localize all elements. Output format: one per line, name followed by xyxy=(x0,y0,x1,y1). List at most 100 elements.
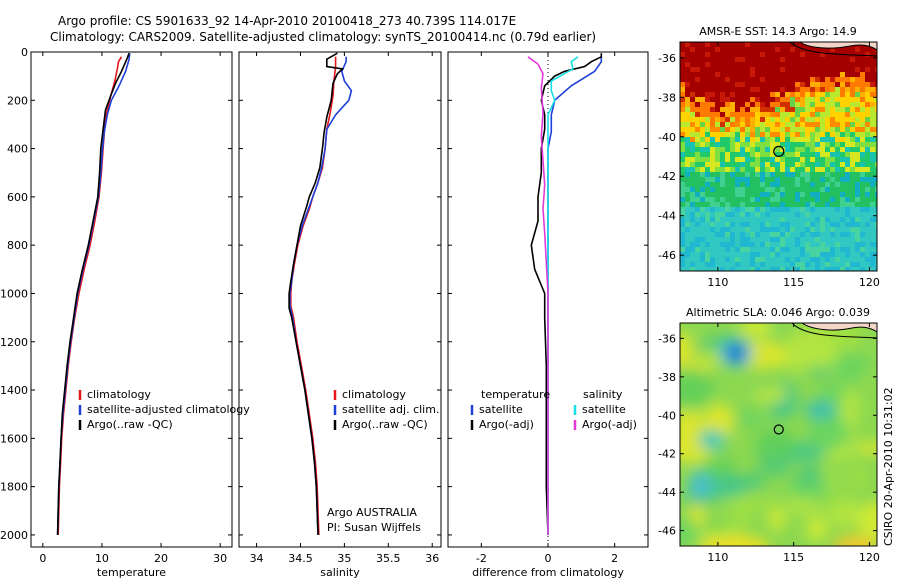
sst-cell xyxy=(705,202,711,208)
sst-cell xyxy=(745,47,751,53)
sst-cell xyxy=(775,252,781,258)
sst-cell xyxy=(780,157,786,163)
sst-cell xyxy=(845,252,851,258)
sst-cell xyxy=(800,67,806,73)
sst-cell xyxy=(810,247,816,253)
sst-cell xyxy=(815,257,821,263)
sst-cell xyxy=(705,267,711,271)
sst-cell xyxy=(730,187,736,193)
sst-cell xyxy=(690,72,696,78)
sst-cell xyxy=(810,162,816,168)
sst-cell xyxy=(760,267,766,271)
sst-cell xyxy=(855,72,861,78)
sst-cell xyxy=(745,127,751,133)
sst-cell xyxy=(840,227,846,233)
sst-cell xyxy=(810,77,816,83)
sst-cell xyxy=(730,112,736,118)
sst-cell xyxy=(830,252,836,258)
sst-cell xyxy=(830,72,836,78)
sst-cell xyxy=(810,132,816,138)
sst-cell xyxy=(845,202,851,208)
sst-cell xyxy=(690,117,696,123)
sst-cell xyxy=(680,162,686,168)
sst-cell xyxy=(720,167,726,173)
sst-cell xyxy=(705,102,711,108)
sst-cell xyxy=(740,42,746,48)
sst-cell xyxy=(710,127,716,133)
sst-cell xyxy=(735,197,741,203)
sst-cell xyxy=(765,132,771,138)
sst-cell xyxy=(815,217,821,223)
sst-cell xyxy=(845,102,851,108)
sst-cell xyxy=(855,262,861,268)
sst-cell xyxy=(825,62,831,68)
sst-cell xyxy=(735,227,741,233)
sst-cell xyxy=(680,42,686,48)
sla-eddy-core xyxy=(729,347,743,359)
sst-cell xyxy=(820,207,826,213)
sst-cell xyxy=(745,72,751,78)
sst-cell xyxy=(725,262,731,268)
x-tick-label: 30 xyxy=(213,552,227,565)
sst-cell xyxy=(870,267,876,271)
sst-cell xyxy=(695,167,701,173)
sst-cell xyxy=(700,242,706,248)
sst-cell xyxy=(745,102,751,108)
sst-cell xyxy=(810,112,816,118)
sst-cell xyxy=(705,122,711,128)
sst-cell xyxy=(840,217,846,223)
sst-cell xyxy=(820,232,826,238)
sst-cell xyxy=(865,162,871,168)
sst-cell xyxy=(870,237,876,243)
sst-cell xyxy=(705,172,711,178)
y-tick-label: 600 xyxy=(7,191,28,204)
sst-cell xyxy=(835,172,841,178)
sst-cell xyxy=(855,117,861,123)
sst-cell xyxy=(720,62,726,68)
sst-cell xyxy=(825,267,831,271)
sst-cell xyxy=(770,77,776,83)
sst-cell xyxy=(725,102,731,108)
sst-cell xyxy=(710,62,716,68)
sst-cell xyxy=(835,222,841,228)
sst-cell xyxy=(770,82,776,88)
sst-cell xyxy=(750,157,756,163)
sst-cell xyxy=(845,47,851,53)
sst-cell xyxy=(815,77,821,83)
sst-cell xyxy=(790,122,796,128)
sst-cell xyxy=(795,177,801,183)
sst-cell xyxy=(820,117,826,123)
sst-cell xyxy=(700,42,706,48)
sst-cell xyxy=(855,162,861,168)
sst-cell xyxy=(790,117,796,123)
sst-cell xyxy=(740,112,746,118)
sst-cell xyxy=(865,192,871,198)
sst-cell xyxy=(810,57,816,63)
sst-cell xyxy=(715,82,721,88)
sst-cell xyxy=(870,82,876,88)
sst-cell xyxy=(710,237,716,243)
sst-cell xyxy=(685,52,691,58)
sst-cell xyxy=(795,147,801,153)
sst-cell xyxy=(855,197,861,203)
sst-cell xyxy=(750,77,756,83)
sst-cell xyxy=(850,77,856,83)
sst-cell xyxy=(785,182,791,188)
sst-cell xyxy=(870,257,876,263)
sst-cell xyxy=(705,42,711,48)
sst-cell xyxy=(820,107,826,113)
sst-cell xyxy=(750,197,756,203)
sst-cell xyxy=(770,147,776,153)
sst-cell xyxy=(795,197,801,203)
sst-cell xyxy=(750,252,756,258)
sst-cell xyxy=(845,187,851,193)
sst-cell xyxy=(750,132,756,138)
sst-cell xyxy=(740,207,746,213)
sst-cell xyxy=(790,102,796,108)
sst-cell xyxy=(735,67,741,73)
sst-cell xyxy=(735,217,741,223)
sst-cell xyxy=(775,107,781,113)
sst-cell xyxy=(785,157,791,163)
sst-cell xyxy=(775,52,781,58)
sst-cell xyxy=(870,212,876,218)
